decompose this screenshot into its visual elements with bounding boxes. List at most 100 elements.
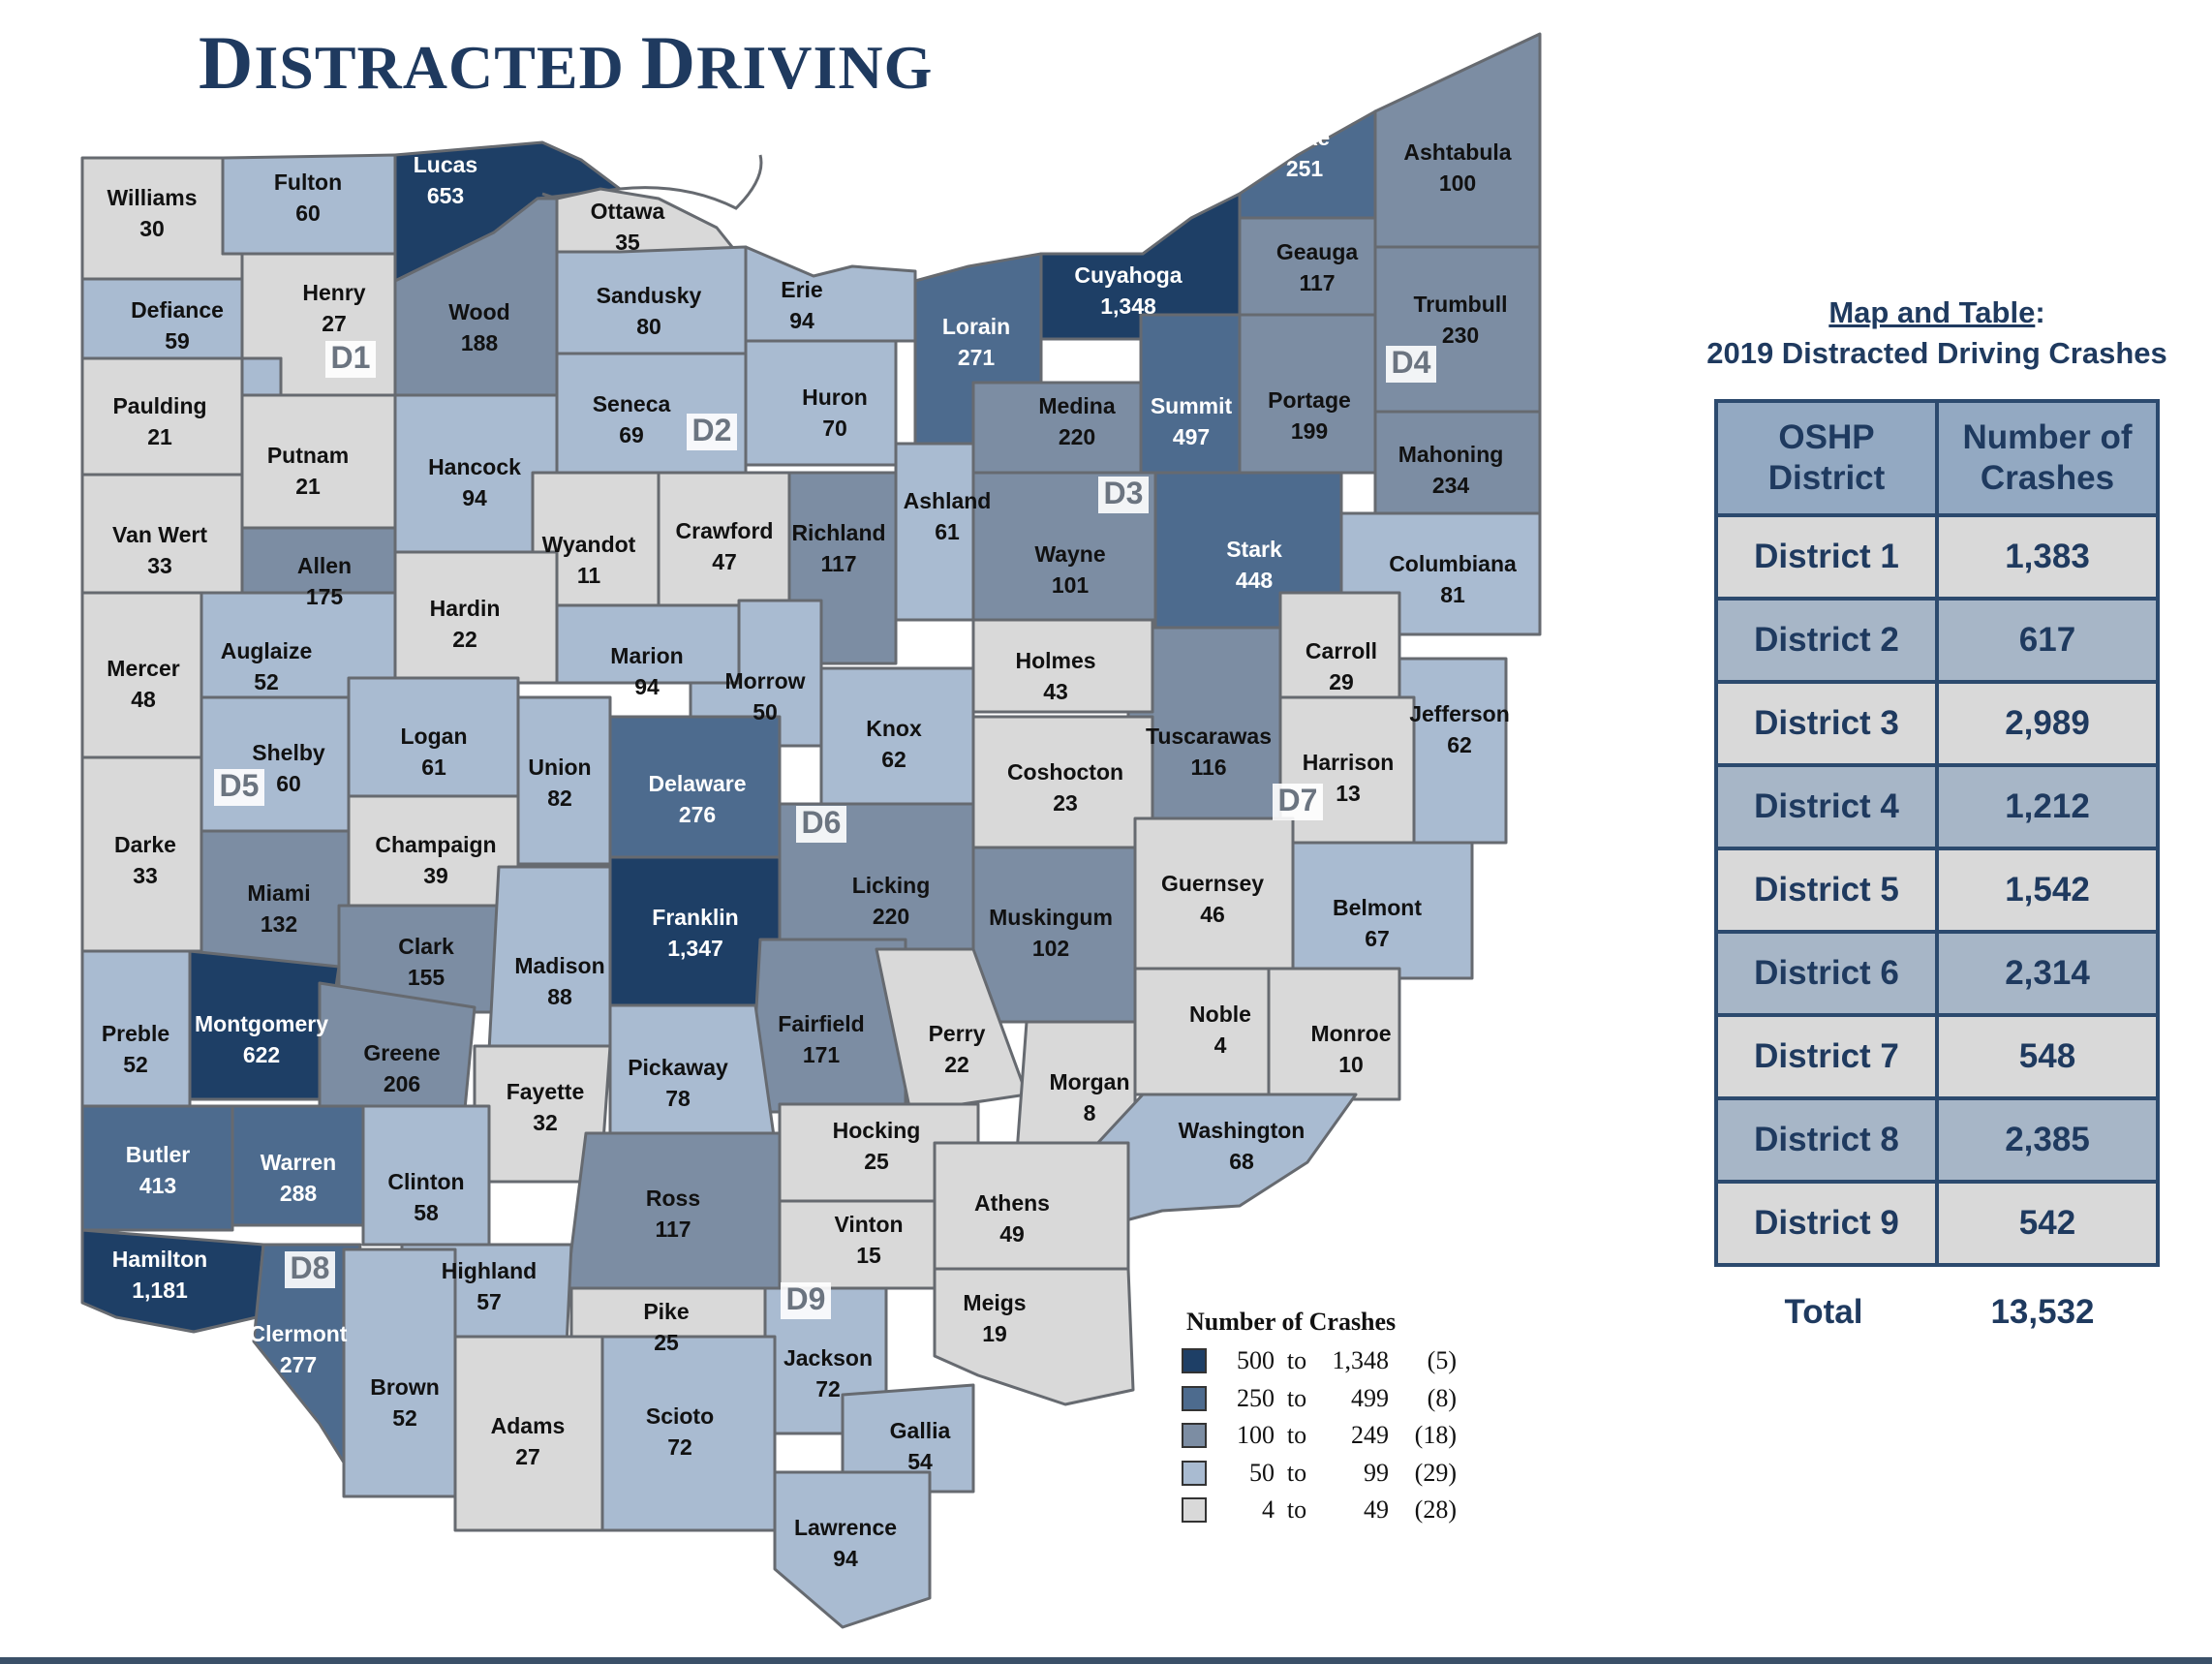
- county-value-licking: 220: [873, 904, 909, 929]
- legend-to: to: [1286, 1495, 1307, 1525]
- legend-high: 1,348: [1332, 1346, 1390, 1375]
- legend-low: 100: [1237, 1421, 1275, 1450]
- county-value-noble: 4: [1214, 1032, 1227, 1058]
- county-value-cuyahoga: 1,348: [1100, 293, 1156, 319]
- county-name-medina: Medina: [1038, 393, 1115, 418]
- county-value-summit: 497: [1173, 424, 1210, 449]
- district-name: District 7: [1714, 1013, 1939, 1100]
- district-crashes: 542: [1935, 1180, 2160, 1267]
- county-name-shelby: Shelby: [252, 740, 325, 765]
- county-name-wayne: Wayne: [1034, 541, 1105, 567]
- district-name: District 5: [1714, 847, 1939, 934]
- district-crashes: 2,989: [1935, 680, 2160, 767]
- county-value-huron: 70: [822, 416, 847, 441]
- county-scioto[interactable]: [600, 1335, 777, 1532]
- legend-count: (18): [1414, 1421, 1457, 1450]
- county-name-scioto: Scioto: [646, 1403, 714, 1429]
- county-name-harrison: Harrison: [1303, 750, 1395, 775]
- table-row: District 7 548: [1714, 1013, 2160, 1100]
- county-meigs[interactable]: [933, 1267, 1135, 1406]
- county-value-monroe: 10: [1338, 1052, 1364, 1077]
- table-row: District 4 1,212: [1714, 763, 2160, 850]
- county-value-washington: 68: [1229, 1149, 1254, 1174]
- county-name-morgan: Morgan: [1049, 1069, 1129, 1094]
- county-name-summit: Summit: [1151, 393, 1233, 418]
- total-value: 13,532: [1990, 1293, 2095, 1331]
- county-name-butler: Butler: [126, 1142, 191, 1167]
- county-name-putnam: Putnam: [267, 443, 349, 468]
- county-value-delaware: 276: [679, 802, 716, 827]
- county-gallia[interactable]: [841, 1383, 975, 1494]
- county-value-darke: 33: [133, 863, 158, 888]
- legend-low: 250: [1237, 1383, 1275, 1412]
- county-union[interactable]: [516, 695, 612, 866]
- district-name: District 3: [1714, 680, 1939, 767]
- table-row: District 6 2,314: [1714, 930, 2160, 1017]
- legend-item: 4 to 49 (28): [1182, 1492, 1457, 1529]
- district-crashes: 1,212: [1935, 763, 2160, 850]
- county-name-fayette: Fayette: [507, 1079, 585, 1104]
- county-name-noble: Noble: [1189, 1001, 1251, 1027]
- table-title: Map and Table: 2019 Distracted Driving C…: [1706, 295, 2167, 370]
- county-name-adams: Adams: [491, 1413, 566, 1438]
- county-butler[interactable]: [80, 1104, 234, 1232]
- county-name-seneca: Seneca: [593, 391, 671, 416]
- county-noble[interactable]: [1133, 967, 1271, 1096]
- county-monroe[interactable]: [1267, 967, 1401, 1101]
- county-value-brown: 52: [392, 1405, 417, 1431]
- county-value-seneca: 69: [619, 422, 644, 447]
- county-name-delaware: Delaware: [648, 771, 746, 796]
- district-label-8: D8: [291, 1250, 330, 1285]
- county-guernsey[interactable]: [1133, 817, 1295, 985]
- county-erie[interactable]: [744, 245, 917, 343]
- county-value-hocking: 25: [864, 1149, 889, 1174]
- map-and-table-link[interactable]: Map and Table: [1828, 295, 2036, 329]
- county-value-mercer: 48: [131, 687, 156, 712]
- county-ross[interactable]: [565, 1131, 782, 1290]
- county-value-tuscarawas: 116: [1190, 755, 1226, 780]
- county-name-franklin: Franklin: [652, 905, 738, 930]
- county-value-coshocton: 23: [1053, 790, 1078, 816]
- table-row: District 3 2,989: [1714, 680, 2160, 767]
- county-name-sandusky: Sandusky: [597, 283, 702, 308]
- county-franklin[interactable]: [608, 855, 782, 1007]
- county-name-henry: Henry: [302, 280, 365, 305]
- district-label-5: D5: [220, 768, 260, 803]
- county-value-ashland: 61: [935, 519, 960, 544]
- county-value-morrow: 50: [753, 699, 778, 724]
- county-name-stark: Stark: [1226, 537, 1282, 562]
- county-value-logan: 61: [421, 755, 446, 780]
- county-belmont[interactable]: [1291, 841, 1474, 980]
- table-row: District 8 2,385: [1714, 1096, 2160, 1184]
- county-brown[interactable]: [342, 1248, 457, 1498]
- county-lawrence[interactable]: [773, 1470, 932, 1629]
- county-name-athens: Athens: [974, 1190, 1050, 1216]
- county-name-jackson: Jackson: [783, 1345, 873, 1371]
- county-name-vanwert: Van Wert: [112, 522, 207, 547]
- county-clermont[interactable]: [252, 1243, 362, 1464]
- county-value-marion: 94: [634, 674, 660, 699]
- legend-to: to: [1286, 1458, 1307, 1487]
- county-name-madison: Madison: [514, 953, 604, 978]
- county-name-belmont: Belmont: [1333, 895, 1422, 920]
- county-name-holmes: Holmes: [1015, 648, 1095, 673]
- legend-swatch: [1182, 1423, 1207, 1449]
- legend-high: 99: [1364, 1458, 1389, 1487]
- county-name-mercer: Mercer: [107, 656, 179, 681]
- county-value-ashtabula: 100: [1439, 170, 1476, 196]
- county-name-highland: Highland: [442, 1258, 537, 1283]
- county-value-gallia: 54: [907, 1449, 933, 1474]
- county-value-greene: 206: [384, 1071, 420, 1096]
- county-name-paulding: Paulding: [112, 393, 206, 418]
- county-name-lawrence: Lawrence: [794, 1515, 897, 1540]
- district-label-1: D1: [331, 340, 371, 375]
- county-geauga[interactable]: [1238, 216, 1377, 317]
- legend-count: (8): [1427, 1383, 1457, 1412]
- county-value-preble: 52: [123, 1052, 148, 1077]
- county-value-wayne: 101: [1052, 572, 1090, 598]
- county-name-guernsey: Guernsey: [1161, 871, 1264, 896]
- county-value-erie: 94: [789, 308, 814, 333]
- header-district: OSHP District: [1714, 399, 1939, 517]
- county-muskingum[interactable]: [971, 846, 1137, 1024]
- district-name: District 1: [1714, 513, 1939, 601]
